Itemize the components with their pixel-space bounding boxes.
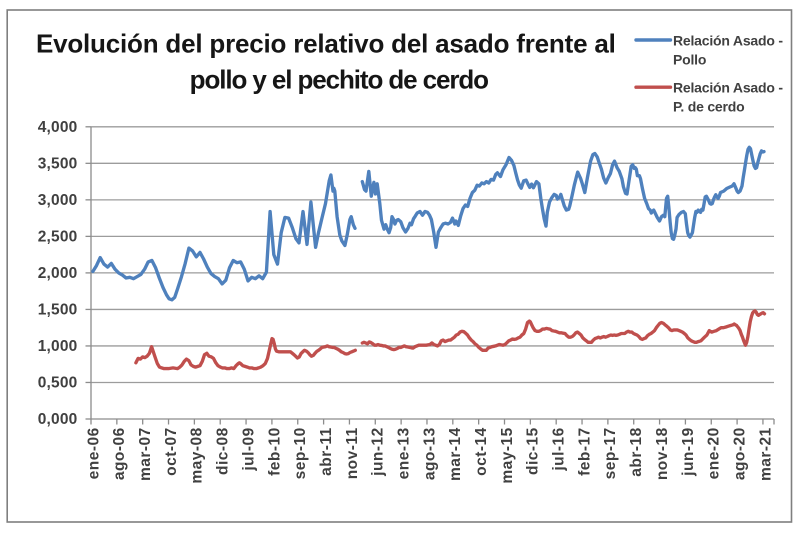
svg-text:2,000: 2,000 bbox=[38, 265, 78, 282]
svg-text:dic-08: dic-08 bbox=[215, 427, 232, 475]
svg-text:sep-10: sep-10 bbox=[292, 427, 309, 479]
svg-text:mar-07: mar-07 bbox=[137, 427, 154, 481]
svg-text:ago-06: ago-06 bbox=[111, 427, 128, 480]
svg-text:feb-10: feb-10 bbox=[266, 427, 283, 476]
svg-text:oct-14: oct-14 bbox=[473, 427, 490, 476]
svg-text:feb-17: feb-17 bbox=[576, 427, 593, 476]
svg-text:ene-13: ene-13 bbox=[395, 427, 412, 479]
svg-text:nov-11: nov-11 bbox=[344, 427, 361, 479]
svg-text:jul-16: jul-16 bbox=[551, 427, 568, 471]
svg-text:abr-18: abr-18 bbox=[628, 427, 645, 477]
svg-text:ago-13: ago-13 bbox=[421, 427, 438, 480]
svg-text:ene-20: ene-20 bbox=[706, 427, 723, 479]
svg-text:may-08: may-08 bbox=[189, 427, 206, 483]
svg-text:4,000: 4,000 bbox=[38, 119, 78, 136]
svg-text:3,000: 3,000 bbox=[38, 192, 78, 209]
svg-text:mar-21: mar-21 bbox=[757, 427, 774, 481]
svg-text:pollo y el pechito de cerdo: pollo y el pechito de cerdo bbox=[190, 64, 488, 94]
svg-text:1,500: 1,500 bbox=[38, 302, 78, 319]
svg-text:nov-18: nov-18 bbox=[654, 427, 671, 480]
svg-text:0,500: 0,500 bbox=[38, 375, 78, 392]
svg-text:0,000: 0,000 bbox=[38, 411, 78, 428]
svg-text:Relación Asado -: Relación Asado - bbox=[673, 33, 783, 49]
svg-text:Relación Asado -: Relación Asado - bbox=[673, 80, 783, 96]
svg-text:jun-19: jun-19 bbox=[680, 427, 697, 477]
svg-text:mar-14: mar-14 bbox=[447, 427, 464, 481]
svg-text:oct-07: oct-07 bbox=[163, 427, 180, 476]
svg-text:may-15: may-15 bbox=[499, 427, 516, 483]
svg-text:P. de cerdo: P. de cerdo bbox=[673, 99, 744, 115]
svg-text:jul-09: jul-09 bbox=[240, 427, 257, 471]
svg-text:Evolución del precio relativo: Evolución del precio relativo del asado … bbox=[36, 28, 616, 58]
svg-text:dic-15: dic-15 bbox=[525, 427, 542, 475]
svg-text:ago-20: ago-20 bbox=[731, 427, 748, 480]
svg-text:abr-11: abr-11 bbox=[318, 427, 335, 476]
svg-text:ene-06: ene-06 bbox=[85, 427, 102, 479]
svg-text:jun-12: jun-12 bbox=[370, 427, 387, 477]
svg-text:3,500: 3,500 bbox=[38, 156, 78, 173]
svg-text:sep-17: sep-17 bbox=[602, 427, 619, 479]
svg-text:2,500: 2,500 bbox=[38, 229, 78, 246]
svg-text:Pollo: Pollo bbox=[673, 52, 706, 68]
svg-text:1,000: 1,000 bbox=[38, 338, 78, 355]
